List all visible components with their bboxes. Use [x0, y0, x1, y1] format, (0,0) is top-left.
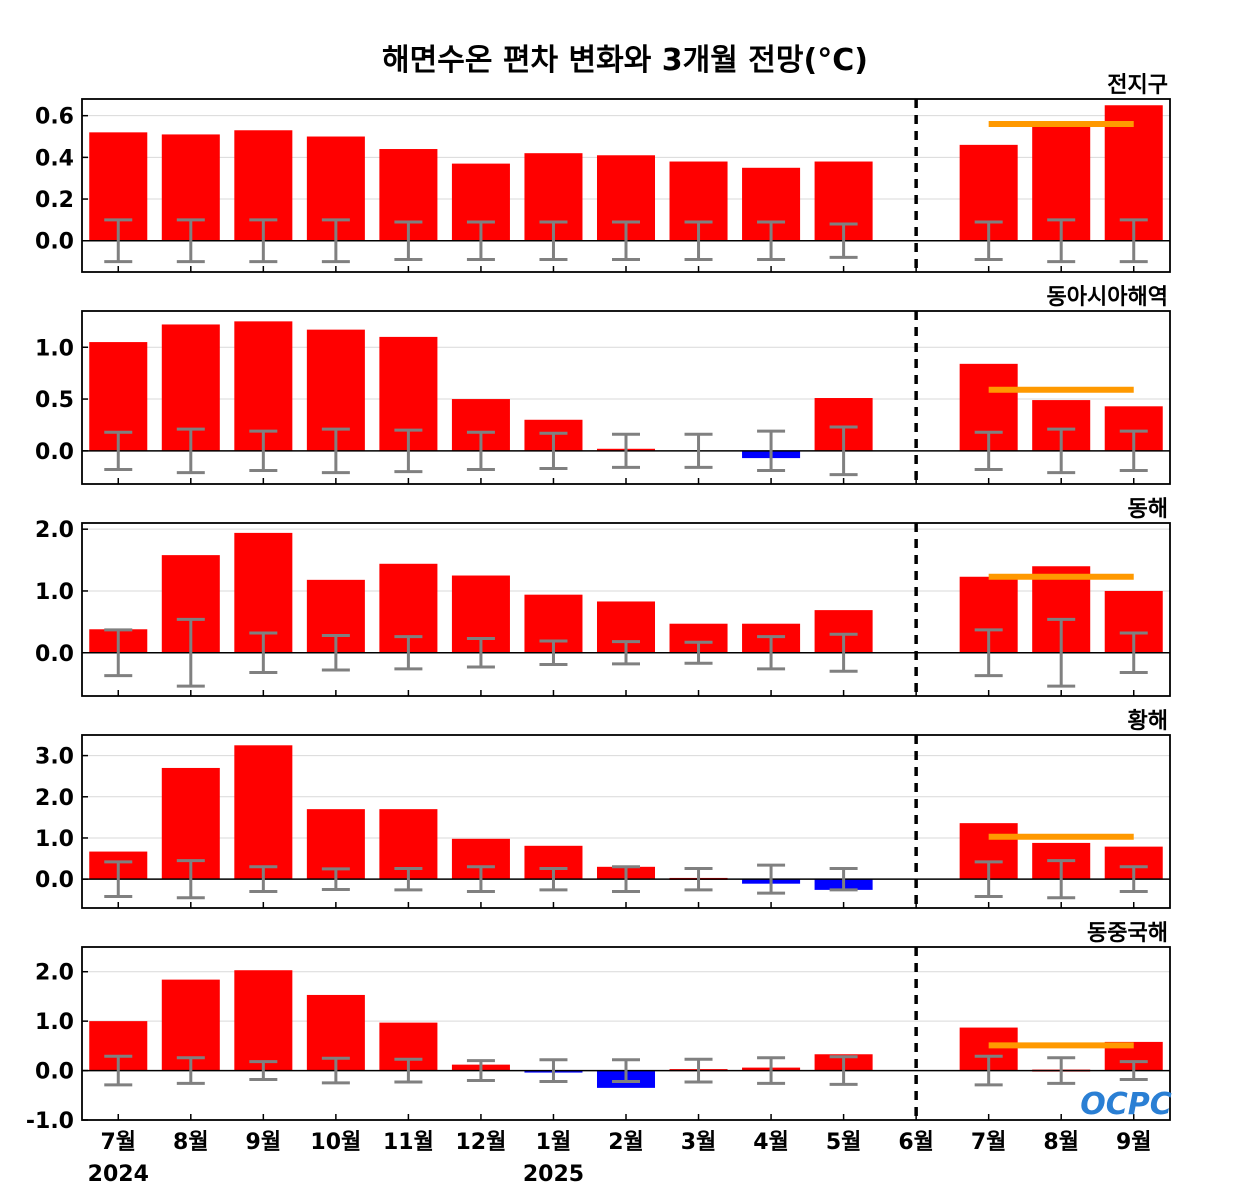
x-tick-label: 1월	[536, 1130, 572, 1155]
panel-title: 동중국해	[1087, 921, 1168, 946]
chart-title: 해면수온 편차 변화와 3개월 전망(°C)	[382, 43, 868, 78]
panel-title: 전지구	[1107, 73, 1168, 98]
y-tick-label: 2.0	[35, 518, 74, 543]
x-tick-label: 7월	[100, 1130, 136, 1155]
panel-title: 동해	[1128, 497, 1168, 522]
x-tick-label: 9월	[246, 1130, 282, 1155]
panel-5: -1.0 0.0 1.0 2.0 동중국해	[26, 921, 1171, 1134]
x-tick-label: 3월	[681, 1130, 717, 1155]
x-tick-label: 2월	[608, 1130, 644, 1155]
panel-1: 0.0 0.2 0.4 0.6 전지구	[35, 73, 1171, 273]
panel-title: 황해	[1128, 709, 1168, 734]
y-tick-label: 0.5	[35, 388, 74, 413]
x-tick-label: 11월	[383, 1130, 434, 1155]
y-tick-label: 0.0	[35, 1060, 74, 1085]
x-tick-label: 6월	[898, 1130, 934, 1155]
x-tick-label: 12월	[456, 1130, 507, 1155]
panel-3: 0.0 1.0 2.0 동해	[35, 497, 1171, 697]
x-tick-label: 8월	[173, 1130, 209, 1155]
y-tick-label: 0.2	[35, 188, 74, 213]
bar	[234, 970, 293, 1071]
y-tick-label: 0.4	[35, 146, 74, 171]
y-tick-label: -1.0	[26, 1109, 74, 1134]
x-tick-label: 5월	[826, 1130, 862, 1155]
ocpc-logo: OCPC	[1080, 1087, 1172, 1122]
x-tick-label: 4월	[753, 1130, 789, 1155]
bar	[161, 979, 220, 1071]
y-tick-label: 2.0	[35, 961, 74, 986]
bar	[234, 745, 293, 880]
y-tick-label: 0.0	[35, 868, 74, 893]
y-tick-label: 0.0	[35, 440, 74, 465]
x-tick-label: 10월	[310, 1130, 361, 1155]
y-tick-label: 0.0	[35, 230, 74, 255]
panel-2: 0.0 0.5 1.0 동아시아해역	[35, 285, 1171, 485]
y-tick-label: 0.6	[35, 105, 74, 130]
y-tick-label: 0.0	[35, 642, 74, 667]
x-tick-label: 9월	[1116, 1130, 1152, 1155]
panel-title: 동아시아해역	[1047, 285, 1168, 310]
y-tick-label: 3.0	[35, 745, 74, 770]
year-label: 2024	[88, 1162, 149, 1187]
x-tick-label: 7월	[971, 1130, 1007, 1155]
bar	[1104, 105, 1163, 241]
y-tick-label: 1.0	[35, 827, 74, 852]
y-tick-label: 1.0	[35, 336, 74, 361]
year-label: 2025	[523, 1162, 584, 1187]
y-tick-label: 2.0	[35, 786, 74, 811]
panel-4: 0.0 1.0 2.0 3.0 황해	[35, 709, 1171, 909]
bar	[234, 321, 293, 451]
y-tick-label: 1.0	[35, 1010, 74, 1035]
x-tick-label: 8월	[1043, 1130, 1079, 1155]
y-tick-label: 1.0	[35, 580, 74, 605]
